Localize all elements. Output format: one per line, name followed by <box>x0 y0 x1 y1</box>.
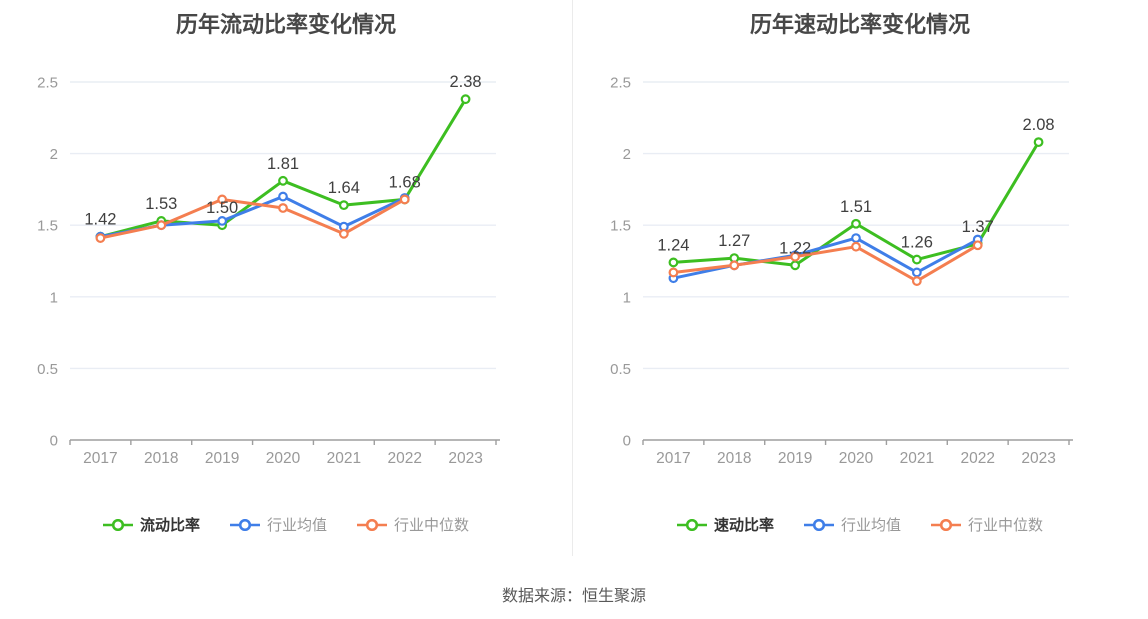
current-ratio-chart-title: 历年流动比率变化情况 <box>175 12 396 37</box>
svg-text:2023: 2023 <box>1021 450 1055 464</box>
svg-text:2018: 2018 <box>144 450 178 464</box>
legend-item-current-ratio[interactable]: 流动比率 <box>102 514 200 535</box>
svg-text:2019: 2019 <box>778 450 812 464</box>
svg-text:1.42: 1.42 <box>84 211 116 229</box>
line-series-marker-icon <box>676 518 707 531</box>
svg-text:1.26: 1.26 <box>901 234 933 252</box>
svg-text:1.68: 1.68 <box>389 173 421 191</box>
svg-text:1.53: 1.53 <box>145 195 177 213</box>
svg-text:2022: 2022 <box>387 450 421 464</box>
svg-text:2020: 2020 <box>839 450 874 464</box>
svg-text:2: 2 <box>623 146 631 163</box>
svg-text:1.81: 1.81 <box>267 155 299 173</box>
svg-text:2.5: 2.5 <box>37 75 58 92</box>
svg-text:2021: 2021 <box>327 450 361 464</box>
svg-text:1.24: 1.24 <box>657 236 689 254</box>
line-series-marker-icon <box>229 518 260 531</box>
svg-text:2.38: 2.38 <box>450 73 482 91</box>
quick-ratio-chart-title: 历年速动比率变化情况 <box>749 12 970 37</box>
svg-text:1.22: 1.22 <box>779 239 811 257</box>
quick-ratio-line-chart: 0 0.5 1 1.5 2 2.5 2017 2018 2019 2020 2021 2022 2023… <box>610 75 1073 464</box>
svg-text:2: 2 <box>50 146 58 163</box>
svg-text:2.08: 2.08 <box>1023 116 1055 134</box>
svg-text:2018: 2018 <box>717 450 751 464</box>
svg-text:2022: 2022 <box>960 450 994 464</box>
svg-text:0: 0 <box>623 433 631 450</box>
svg-text:1.5: 1.5 <box>37 218 58 235</box>
current-ratio-panel: 历年流动比率变化情况 0 0.5 1 1.5 2 2.5 2017 2018 2019 2020 2… <box>0 0 573 556</box>
svg-text:1.64: 1.64 <box>328 179 360 197</box>
svg-text:0: 0 <box>50 433 58 450</box>
svg-text:2023: 2023 <box>448 450 482 464</box>
quick-ratio-panel: 历年速动比率变化情况 0 0.5 1 1.5 2 2.5 2017 2018 2019 2020 2… <box>573 0 1147 556</box>
charts-row: 历年流动比率变化情况 0 0.5 1 1.5 2 2.5 2017 2018 2019 2020 2… <box>0 0 1147 556</box>
line-series-marker-icon <box>102 518 133 531</box>
svg-text:2020: 2020 <box>266 450 301 464</box>
svg-text:2.5: 2.5 <box>610 75 631 92</box>
line-series-marker-icon <box>357 518 387 531</box>
legend-label: 流动比率 <box>139 517 200 534</box>
legend-label: 行业中位数 <box>394 517 470 534</box>
svg-text:1.51: 1.51 <box>840 198 872 216</box>
svg-text:2021: 2021 <box>900 450 934 464</box>
svg-text:1.27: 1.27 <box>718 232 750 250</box>
current-ratio-line-chart: 0 0.5 1 1.5 2 2.5 2017 2018 2019 2020 2021 2022 2023… <box>37 73 500 464</box>
svg-text:1.37: 1.37 <box>962 218 994 236</box>
svg-text:2019: 2019 <box>205 450 239 464</box>
svg-text:1: 1 <box>50 289 58 306</box>
line-series-marker-icon <box>931 518 961 531</box>
svg-text:2017: 2017 <box>656 450 690 464</box>
legend-item-industry-average[interactable]: 行业均值 <box>803 514 901 535</box>
svg-text:1.50: 1.50 <box>206 199 238 217</box>
legend-item-industry-average[interactable]: 行业均值 <box>229 514 327 535</box>
svg-text:1.5: 1.5 <box>610 218 631 235</box>
line-series-marker-icon <box>803 518 834 531</box>
current-ratio-legend: 流动比率 行业均值 行业中位数 <box>0 514 572 535</box>
data-source-note: 数据来源：恒生聚源 <box>501 588 646 605</box>
svg-text:2017: 2017 <box>83 450 117 464</box>
legend-label: 行业中位数 <box>968 517 1044 534</box>
svg-text:0.5: 0.5 <box>37 361 58 378</box>
legend-item-industry-median[interactable]: 行业中位数 <box>931 514 1043 535</box>
svg-text:0.5: 0.5 <box>610 361 631 378</box>
svg-text:1: 1 <box>623 289 631 306</box>
legend-label: 行业均值 <box>840 517 901 534</box>
legend-label: 速动比率 <box>713 517 774 534</box>
legend-item-industry-median[interactable]: 行业中位数 <box>357 514 469 535</box>
legend-item-quick-ratio[interactable]: 速动比率 <box>676 514 774 535</box>
legend-label: 行业均值 <box>266 517 327 534</box>
quick-ratio-legend: 速动比率 行业均值 行业中位数 <box>573 514 1147 535</box>
